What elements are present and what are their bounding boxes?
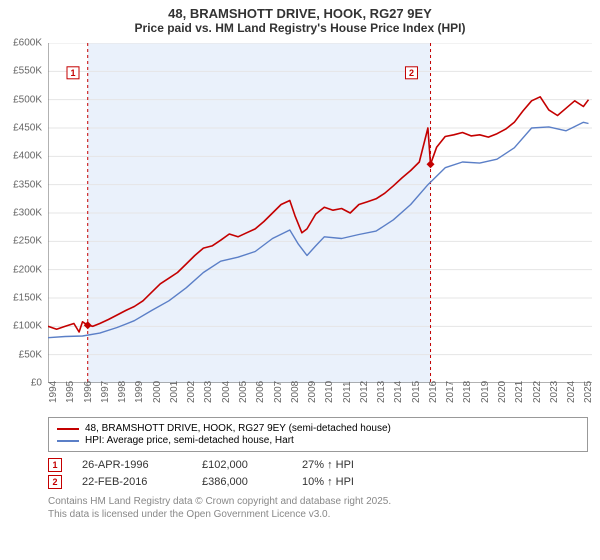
x-tick-label: 2016 [428, 381, 439, 403]
x-tick-label: 1996 [83, 381, 94, 403]
x-tick-label: 1994 [48, 381, 59, 403]
x-tick-label: 2021 [514, 381, 525, 403]
x-tick-label: 2011 [342, 381, 353, 403]
x-tick-label: 2025 [583, 381, 594, 403]
transaction-date: 22-FEB-2016 [82, 476, 182, 488]
y-tick-label: £400K [13, 151, 42, 162]
x-tick-label: 2022 [532, 381, 543, 403]
x-tick-label: 2009 [307, 381, 318, 403]
y-tick-label: £450K [13, 123, 42, 134]
legend-swatch [57, 440, 79, 442]
x-tick-label: 2001 [169, 381, 180, 403]
footer-attribution: Contains HM Land Registry data © Crown c… [48, 495, 588, 521]
x-tick-label: 2002 [186, 381, 197, 403]
transaction-price: £102,000 [202, 459, 282, 471]
x-tick-label: 2012 [359, 381, 370, 403]
footer-line-1: Contains HM Land Registry data © Crown c… [48, 495, 588, 508]
transaction-delta: 10% ↑ HPI [302, 476, 354, 488]
transaction-marker: 1 [48, 458, 62, 472]
line-chart-svg: 12 [48, 43, 592, 383]
y-tick-label: £350K [13, 179, 42, 190]
x-axis: 1994 1995 1996 1997 1998 1999 2000 2001 2002 2003… [48, 383, 592, 413]
x-tick-label: 2004 [221, 381, 232, 403]
y-tick-label: £250K [13, 236, 42, 247]
x-tick-label: 2018 [462, 381, 473, 403]
x-tick-label: 2006 [255, 381, 266, 403]
legend-item: HPI: Average price, semi-detached house,… [57, 435, 579, 446]
y-tick-label: £300K [13, 208, 42, 219]
x-tick-label: 1997 [100, 381, 111, 403]
chart-plot-area: £0£50K£100K£150K£200K£250K£300K£350K£400… [48, 43, 592, 383]
y-tick-label: £150K [13, 293, 42, 304]
x-tick-label: 2024 [566, 381, 577, 403]
x-tick-label: 2019 [480, 381, 491, 403]
y-tick-label: £0 [31, 378, 42, 389]
y-tick-label: £200K [13, 264, 42, 275]
transaction-delta: 27% ↑ HPI [302, 459, 354, 471]
x-tick-label: 2015 [411, 381, 422, 403]
x-tick-label: 2020 [497, 381, 508, 403]
x-tick-label: 2010 [324, 381, 335, 403]
legend: 48, BRAMSHOTT DRIVE, HOOK, RG27 9EY (sem… [48, 417, 588, 452]
x-tick-label: 2014 [393, 381, 404, 403]
x-tick-label: 2023 [549, 381, 560, 403]
footer-line-2: This data is licensed under the Open Gov… [48, 508, 588, 521]
transaction-price: £386,000 [202, 476, 282, 488]
chart-container: 48, BRAMSHOTT DRIVE, HOOK, RG27 9EY Pric… [0, 0, 600, 560]
chart-title: 48, BRAMSHOTT DRIVE, HOOK, RG27 9EY [0, 6, 600, 21]
y-tick-label: £600K [13, 38, 42, 49]
chart-subtitle: Price paid vs. HM Land Registry's House … [0, 21, 600, 35]
x-tick-label: 1999 [134, 381, 145, 403]
legend-swatch [57, 428, 79, 430]
x-tick-label: 2003 [203, 381, 214, 403]
transactions-list: 1 26-APR-1996 £102,000 27% ↑ HPI 2 22-FEB-201… [48, 458, 588, 489]
x-tick-label: 2008 [290, 381, 301, 403]
transaction-marker: 2 [48, 475, 62, 489]
x-tick-label: 2013 [376, 381, 387, 403]
y-axis: £0£50K£100K£150K£200K£250K£300K£350K£400… [0, 43, 44, 383]
x-tick-label: 2007 [273, 381, 284, 403]
title-block: 48, BRAMSHOTT DRIVE, HOOK, RG27 9EY Pric… [0, 0, 600, 39]
legend-item: 48, BRAMSHOTT DRIVE, HOOK, RG27 9EY (sem… [57, 423, 579, 434]
y-tick-label: £100K [13, 321, 42, 332]
x-tick-label: 2000 [152, 381, 163, 403]
x-tick-label: 2017 [445, 381, 456, 403]
x-tick-label: 1998 [117, 381, 128, 403]
svg-text:1: 1 [70, 68, 75, 78]
transaction-date: 26-APR-1996 [82, 459, 182, 471]
y-tick-label: £50K [19, 349, 42, 360]
x-tick-label: 2005 [238, 381, 249, 403]
legend-label: 48, BRAMSHOTT DRIVE, HOOK, RG27 9EY (sem… [85, 423, 391, 434]
svg-text:2: 2 [409, 68, 414, 78]
x-tick-label: 1995 [65, 381, 76, 403]
y-tick-label: £500K [13, 94, 42, 105]
y-tick-label: £550K [13, 66, 42, 77]
transaction-row: 2 22-FEB-2016 £386,000 10% ↑ HPI [48, 475, 588, 489]
legend-label: HPI: Average price, semi-detached house,… [85, 435, 294, 446]
transaction-row: 1 26-APR-1996 £102,000 27% ↑ HPI [48, 458, 588, 472]
